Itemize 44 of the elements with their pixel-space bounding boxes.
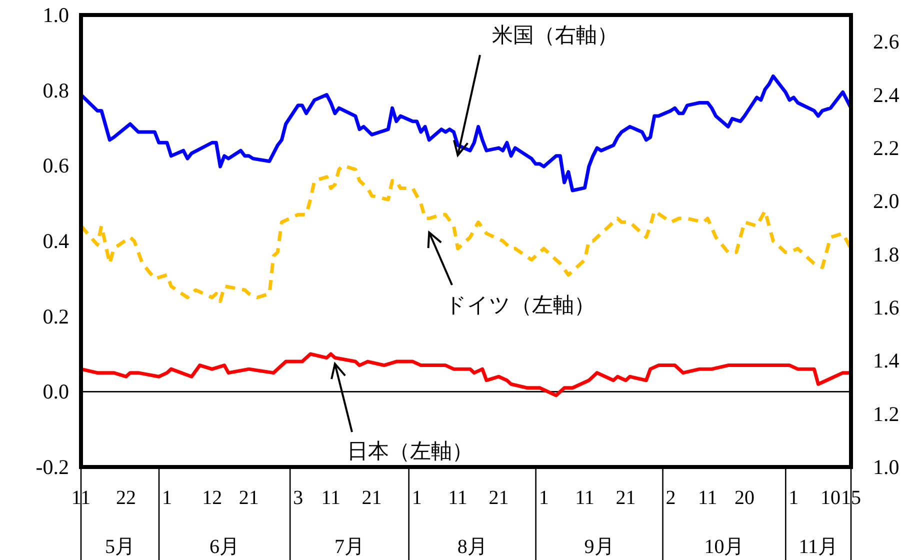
x-tick-label: 11 [698,487,718,509]
x-tick-label: 22 [116,487,136,509]
x-tick-label: 11 [448,487,468,509]
y-tick-label: 0.4 [42,229,70,253]
x-tick-label: 3 [293,487,304,509]
x-tick-label: 20 [734,487,755,509]
y2-tick-label: 1.0 [873,455,900,479]
y2-tick-label: 2.4 [873,82,900,107]
y2-tick-label: 2.2 [873,136,900,160]
text: 11月 [798,536,838,558]
x-tick-label: 12 [202,487,222,509]
x-tick-label: 21 [616,487,636,509]
y-tick-label: 0.6 [42,154,69,178]
text: 10月 [704,536,744,558]
y2-tick-label: 2.0 [873,189,900,214]
y-tick-label: 1.0 [42,3,69,27]
text: 5月 [105,536,136,558]
x-tick-label: 10 [820,487,841,509]
x-tick-label: 21 [488,487,509,509]
y2-tick-label: 1.8 [873,242,900,266]
x-tick-label: 21 [238,487,259,509]
text: 6月 [210,536,240,558]
y-tick-label: 0.8 [42,78,69,102]
y2-tick-label: 1.6 [873,295,900,320]
text: 米国（右軸） [492,23,618,47]
y2-tick-label: 1.4 [873,348,900,373]
y2-tick-label: 1.2 [873,402,900,426]
y2-tick-label: 2.6 [873,30,900,54]
y-tick-label: 0.2 [42,304,69,328]
x-tick-label: 1 [538,487,549,509]
x-tick-label: 11 [575,487,594,509]
x-tick-label: 2 [666,487,676,509]
text: 日本（左軸） [347,439,473,463]
x-tick-label: 1 [412,487,422,509]
text: 7月 [334,536,364,558]
text: 8月 [457,536,488,558]
y-tick-label: 0.0 [42,380,69,404]
y-tick-label: -0.2 [36,455,69,479]
x-tick-label: 21 [362,487,382,509]
x-tick-label: 1 [162,487,172,509]
x-tick-label: 11 [321,487,340,509]
text: 9月 [584,536,614,558]
series-label: ドイツ（左軸） [445,293,595,317]
x-tick-label: 1 [788,487,799,509]
